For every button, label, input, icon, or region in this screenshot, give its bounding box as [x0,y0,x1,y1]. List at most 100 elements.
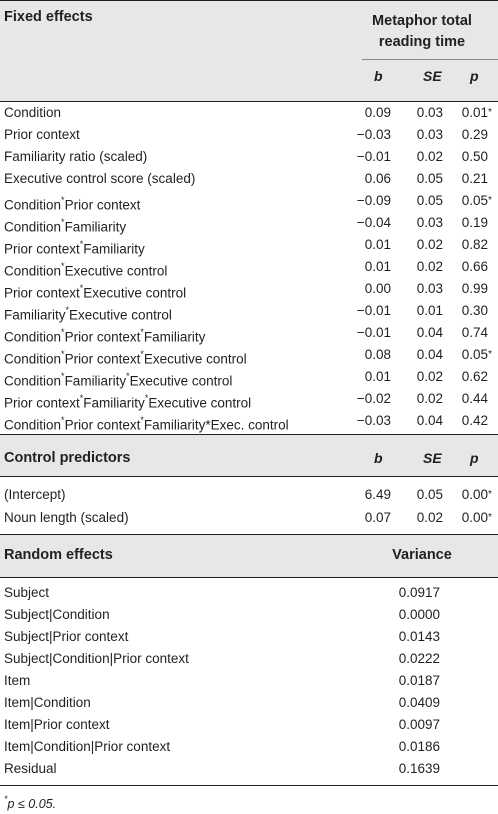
fixed-row-b: 0.01 [364,237,391,252]
term-part: Executive control [64,263,168,279]
term-part: Executive control [69,307,172,323]
interaction-star: * [126,371,130,381]
fixed-row-label: Familiarity ratio (scaled) [4,148,147,166]
interaction-star: * [144,393,149,403]
col-b-header: b [374,68,383,84]
header-band [0,0,498,101]
fixed-row-p: 0.74 [461,325,488,340]
fixed-effects-heading: Fixed effects [4,9,93,25]
interaction-star: * [61,327,65,337]
fixed-row-label: Executive control score (scaled) [4,170,195,188]
fixed-row-p: 0.21 [461,171,488,186]
fixed-row-b: 0.00 [364,281,391,296]
fixed-row-label: Prior context*Familiarity [4,236,145,259]
fixed-row-se: 0.03 [416,281,443,296]
col-se-header: SE [423,68,442,84]
term-part: Condition [4,351,62,367]
fixed-row-se: 0.04 [416,347,443,362]
fixed-row-b: 0.09 [364,105,391,120]
control-band [0,435,498,476]
random-row-variance: 0.0186 [398,739,440,754]
interaction-star: * [79,393,84,403]
random-band [0,535,498,577]
interaction-star: * [61,217,65,227]
control-row-label: Noun length (scaled) [4,510,129,525]
interaction-star: * [61,371,65,381]
header-rule [0,101,498,102]
term-part: Condition [4,219,62,235]
fixed-row-p: 0.29 [461,127,488,142]
term-part: Familiarity ratio (scaled) [4,149,148,164]
control-row-b: 6.49 [364,487,391,502]
term-part: Prior context [64,351,141,367]
col-p-header: p [470,68,479,84]
random-row-variance: 0.0097 [398,717,440,732]
dv-title-line2: reading time [378,34,466,50]
fixed-row-label: Condition*Prior context*Familiarity*Exec… [4,412,289,435]
fixed-row-b: −0.03 [356,127,391,142]
fixed-row-label: Prior context [4,126,80,144]
random-heading: Random effects [4,547,113,563]
fixed-row-se: 0.03 [416,105,443,120]
random-row-variance: 0.1639 [398,761,440,776]
fixed-row-label: Condition*Prior context [4,192,140,215]
control-row-p: 0.00 [461,510,488,525]
fixed-row-b: 0.08 [364,347,391,362]
fixed-row-se: 0.04 [416,413,443,428]
fixed-row-p: 0.01 [461,105,488,120]
fixed-row-p: 0.50 [461,149,488,164]
fixed-row-b: −0.01 [356,149,391,164]
term-part: Executive control [129,373,233,389]
random-row-variance: 0.0409 [398,695,440,710]
term-part: Prior context [4,127,80,142]
fixed-row-se: 0.04 [416,325,443,340]
random-row-variance: 0.0143 [398,629,440,644]
term-part: Executive control score (scaled) [4,171,196,186]
fixed-row-p: 0.05 [461,347,488,362]
fixed-row-label: Condition*Familiarity*Executive control [4,368,232,391]
fixed-row-sig: * [488,349,492,360]
term-part: Executive control [143,351,247,367]
control-col-se: SE [423,450,442,466]
fixed-row-label: Condition*Prior context*Executive contro… [4,346,247,369]
term-part: Prior context [64,417,141,433]
fixed-row-p: 0.82 [461,237,488,252]
fixed-row-se: 0.01 [416,303,443,318]
interaction-star: * [61,415,65,425]
fixed-row-p: 0.30 [461,303,488,318]
fixed-row-sig: * [488,195,492,206]
term-part: Prior context [64,329,141,345]
fixed-row-p: 0.99 [461,281,488,296]
term-part: Familiarity [83,241,145,257]
fixed-row-b: −0.01 [356,303,391,318]
control-row-p: 0.00 [461,487,488,502]
fixed-row-se: 0.02 [416,259,443,274]
random-row-variance: 0.0917 [398,585,440,600]
random-row-label: Item|Condition|Prior context [4,739,171,754]
fixed-row-b: −0.03 [356,413,391,428]
term-part: Familiarity [83,395,145,411]
interaction-star: * [79,283,84,293]
fixed-row-b: −0.02 [356,391,391,406]
random-row-label: Subject|Condition|Prior context [4,651,189,666]
random-row-label: Subject|Condition [4,607,110,622]
term-part: Familiarity [143,329,206,345]
random-row-variance: 0.0000 [398,607,440,622]
term-part: Familiarity*Exec. control [143,417,289,433]
control-row-sig: * [488,489,492,500]
fixed-row-se: 0.03 [416,215,443,230]
fixed-row-label: Familiarity*Executive control [4,302,172,325]
term-part: Prior context [4,285,80,301]
fixed-row-se: 0.02 [416,391,443,406]
term-part: Condition [4,263,62,279]
control-row-se: 0.02 [416,510,443,525]
fixed-row-p: 0.44 [461,391,488,406]
term-part: Prior context [4,241,80,257]
term-part: Prior context [4,395,80,411]
interaction-star: * [65,305,70,315]
control-col-b: b [374,450,383,466]
term-part: Familiarity [64,219,127,235]
fixed-row-p: 0.42 [461,413,488,428]
random-row-label: Subject [4,585,50,600]
random-row-variance: 0.0187 [398,673,440,688]
